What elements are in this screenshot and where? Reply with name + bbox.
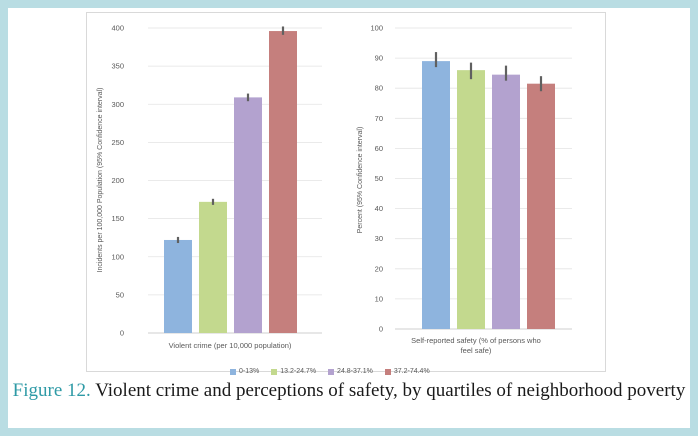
y-tick-label: 400 xyxy=(111,24,124,33)
chart-violent-crime: 0 50 100 150 200 250 300 350 400 Incidents per 1… xyxy=(97,24,322,350)
y-tick-label: 300 xyxy=(111,100,124,109)
y-axis-label: Percent (95% Confidence interval) xyxy=(357,127,364,234)
bar-1 xyxy=(457,70,485,329)
legend-label-1: 13.2-24.7% xyxy=(280,368,317,375)
x-category-label-line1: Self-reported safety (% of persons who xyxy=(411,336,541,345)
y-tick-label: 60 xyxy=(375,144,383,153)
y-tick-label: 70 xyxy=(375,114,383,123)
legend-label-0: 0-13% xyxy=(239,368,260,375)
bar-3 xyxy=(527,83,555,329)
y-tick-label: 50 xyxy=(375,174,383,183)
legend-label-2: 24.8-37.1% xyxy=(337,368,373,375)
y-tick-label: 40 xyxy=(375,204,383,213)
legend-swatch-3 xyxy=(384,368,391,375)
y-tick-label: 200 xyxy=(111,176,124,185)
y-tick-label: 250 xyxy=(111,138,124,147)
legend-swatch-1 xyxy=(271,368,278,375)
bar-1 xyxy=(199,201,227,333)
figure-title: Violent crime and perceptions of safety,… xyxy=(95,380,686,401)
bar-0 xyxy=(422,61,450,330)
bar-2 xyxy=(492,74,520,329)
legend-swatch-0 xyxy=(230,368,236,375)
y-tick-label: 30 xyxy=(375,234,383,243)
legend-item-0: 0-13% xyxy=(230,368,259,375)
y-tick-label: 50 xyxy=(116,290,124,299)
y-tick-label: 350 xyxy=(111,62,124,71)
bar-3 xyxy=(269,31,297,334)
legend-item-1: 13.2-24.7% xyxy=(271,368,316,375)
chart-self-reported-safety: 0 10 20 30 40 50 60 70 80 90 100 Percent (95% Conf… xyxy=(357,24,572,355)
figure-caption: Figure 12. Violent crime and perceptions… xyxy=(0,378,698,403)
y-tick-label: 90 xyxy=(375,54,383,63)
y-axis-label: Incidents per 100,000 Population (95% Co… xyxy=(97,88,104,273)
legend: 0-13% 13.2-24.7% 24.8-37.1% 37.2-74.4% xyxy=(230,368,430,375)
y-tick-label: 20 xyxy=(375,264,383,273)
legend-item-2: 24.8-37.1% xyxy=(328,368,373,375)
x-category-label: Violent crime (per 10,000 population) xyxy=(169,341,292,350)
y-tick-label: 0 xyxy=(379,325,383,334)
legend-item-3: 37.2-74.4% xyxy=(384,368,430,375)
figure-label: Figure 12. xyxy=(12,380,91,401)
x-category-label-line2: feel safe) xyxy=(461,346,492,355)
bar-0 xyxy=(164,239,192,333)
legend-label-3: 37.2-74.4% xyxy=(393,368,430,375)
y-tick-label: 10 xyxy=(375,294,383,303)
y-tick-label: 0 xyxy=(120,329,124,338)
y-tick-label: 100 xyxy=(111,252,124,261)
legend-swatch-2 xyxy=(328,368,335,375)
bar-2 xyxy=(234,97,262,333)
y-tick-label: 100 xyxy=(370,24,383,33)
y-tick-label: 80 xyxy=(375,84,383,93)
y-tick-label: 150 xyxy=(111,214,124,223)
